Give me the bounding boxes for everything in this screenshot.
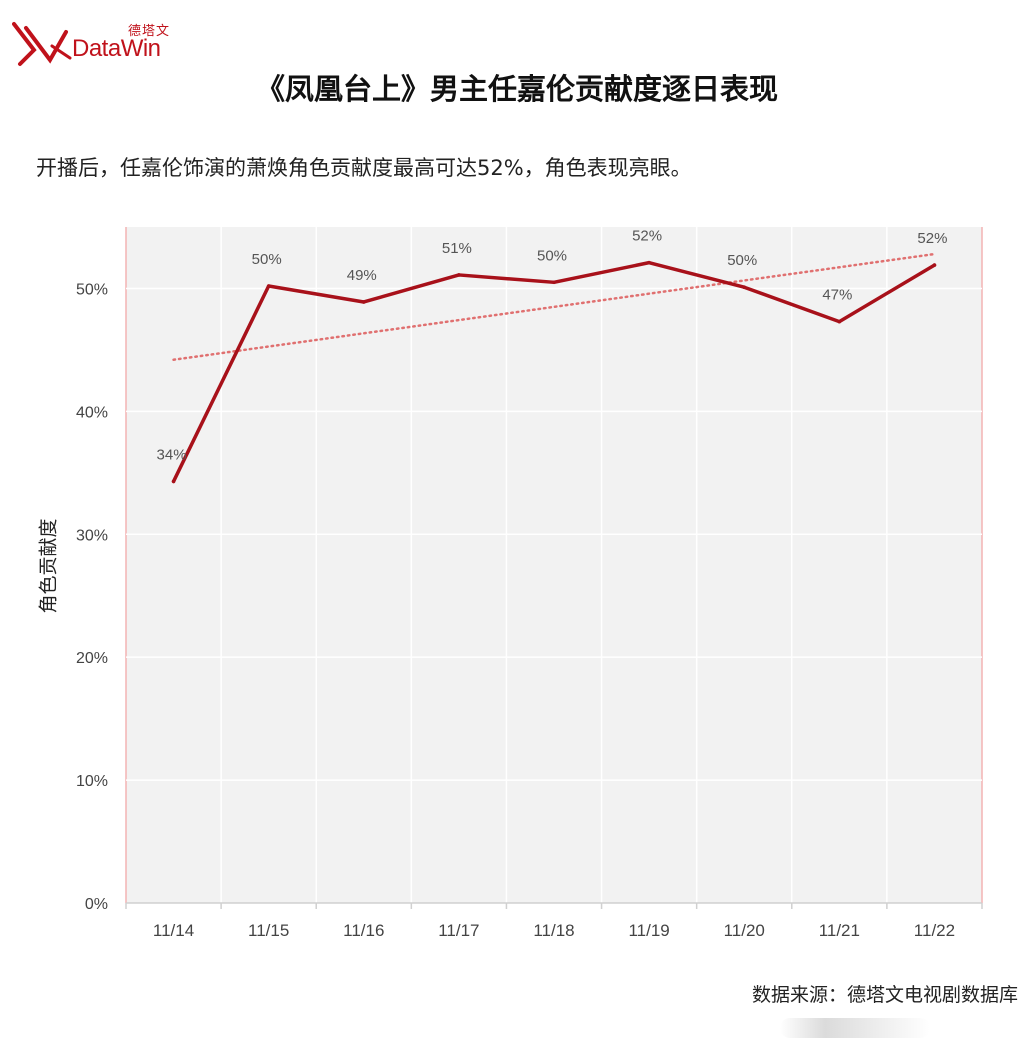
y-tick-label: 40% xyxy=(76,404,108,421)
x-tick-label: 11/19 xyxy=(628,921,669,940)
watermark xyxy=(780,1018,930,1038)
chart-subtitle: 开播后，任嘉伦饰演的萧焕角色贡献度最高可达52%，角色表现亮眼。 xyxy=(36,156,692,180)
y-tick-label: 0% xyxy=(85,896,108,913)
y-tick-label: 20% xyxy=(76,650,108,667)
logo-text-en: DataWin xyxy=(72,35,161,62)
linear-trendline xyxy=(172,252,936,361)
x-tick-label: 11/21 xyxy=(819,921,860,940)
data-point xyxy=(837,319,842,324)
y-tick-label: 50% xyxy=(76,281,108,298)
data-point xyxy=(361,300,366,304)
chart-title: 《凤凰台上》男主任嘉伦贡献度逐日表现 xyxy=(255,72,778,106)
data-point xyxy=(552,280,556,285)
plot-area xyxy=(126,227,982,903)
data-label: 34% xyxy=(157,446,187,463)
data-label: 50% xyxy=(727,252,757,269)
data-label: 49% xyxy=(347,267,377,284)
y-tick-label: 10% xyxy=(76,773,108,790)
data-point xyxy=(266,284,271,288)
data-label: 52% xyxy=(632,228,662,245)
x-tick-label: 11/14 xyxy=(153,921,194,940)
data-label: 52% xyxy=(917,230,947,247)
data-source-note: 数据来源：德塔文电视剧数据库 xyxy=(751,984,1018,1006)
datawin-logo-mark xyxy=(12,22,72,66)
data-point xyxy=(171,479,176,484)
y-tick-label: 30% xyxy=(76,527,108,544)
x-tick-label: 11/16 xyxy=(343,921,384,940)
data-label: 51% xyxy=(442,240,472,257)
data-label: 50% xyxy=(537,247,567,264)
data-label: 50% xyxy=(252,251,282,268)
x-tick-label: 11/15 xyxy=(248,921,289,940)
x-tick-label: 11/20 xyxy=(724,921,765,940)
data-point xyxy=(457,273,461,277)
data-label: 47% xyxy=(822,287,852,304)
x-tick-label: 11/22 xyxy=(914,921,955,940)
data-point xyxy=(647,260,651,265)
x-tick-label: 11/18 xyxy=(533,921,574,940)
logo-text-cn: 德塔文 xyxy=(128,24,171,39)
data-point xyxy=(742,285,747,290)
x-tick-label: 11/17 xyxy=(438,921,479,940)
data-point xyxy=(932,263,937,267)
